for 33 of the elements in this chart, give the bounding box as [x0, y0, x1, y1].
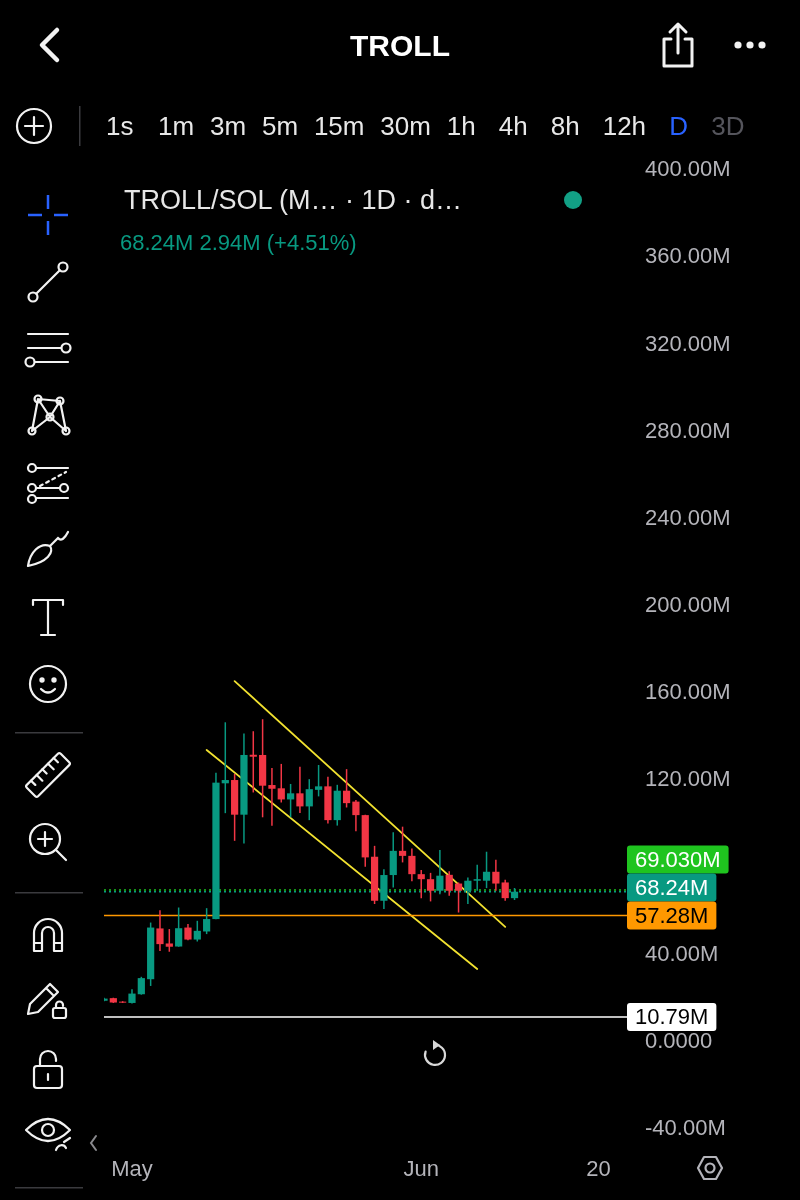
x-tick-label: 20: [586, 1155, 611, 1181]
text: 4h: [498, 111, 528, 141]
y-tick-label: 40.00M: [645, 940, 719, 966]
y-tick-label: 0.0000: [645, 1027, 713, 1053]
text: TROLL/SOL (M… · 1D · d…: [124, 185, 463, 215]
y-tick-label: 360.00M: [645, 243, 731, 269]
ref-line-label: 68.24M: [635, 875, 709, 901]
text: 12h: [602, 111, 647, 141]
ref-line-label: 10.79M: [635, 1004, 709, 1030]
x-tick-label: Jun: [403, 1155, 439, 1181]
y-tick-label: 160.00M: [645, 679, 731, 705]
text: 3D: [711, 111, 745, 141]
x-tick-label: May: [111, 1155, 153, 1181]
text: 3m: [209, 111, 247, 141]
ref-line-label: 69.030M: [635, 847, 721, 873]
y-tick-label: 200.00M: [645, 592, 731, 618]
chart-title: TROLL: [350, 28, 450, 62]
text: 1m: [157, 111, 195, 141]
annotation: 68.24M 2.94M (+4.51%): [120, 229, 357, 255]
y-tick-label: 400.00M: [645, 156, 731, 182]
text: 1s: [106, 111, 134, 141]
y-tick-label: 320.00M: [645, 330, 731, 356]
text: 30m: [380, 111, 431, 141]
y-tick-label: 280.00M: [645, 417, 731, 443]
y-tick-label: 240.00M: [645, 504, 731, 530]
text: D: [669, 111, 688, 141]
text: 1h: [446, 111, 476, 141]
ref-line-label: 57.28M: [635, 903, 709, 929]
text: 15m: [313, 111, 365, 141]
text: 5m: [261, 111, 299, 141]
y-tick-label: -40.00M: [645, 1115, 726, 1141]
y-tick-label: 120.00M: [645, 766, 731, 792]
text: 8h: [550, 111, 580, 141]
